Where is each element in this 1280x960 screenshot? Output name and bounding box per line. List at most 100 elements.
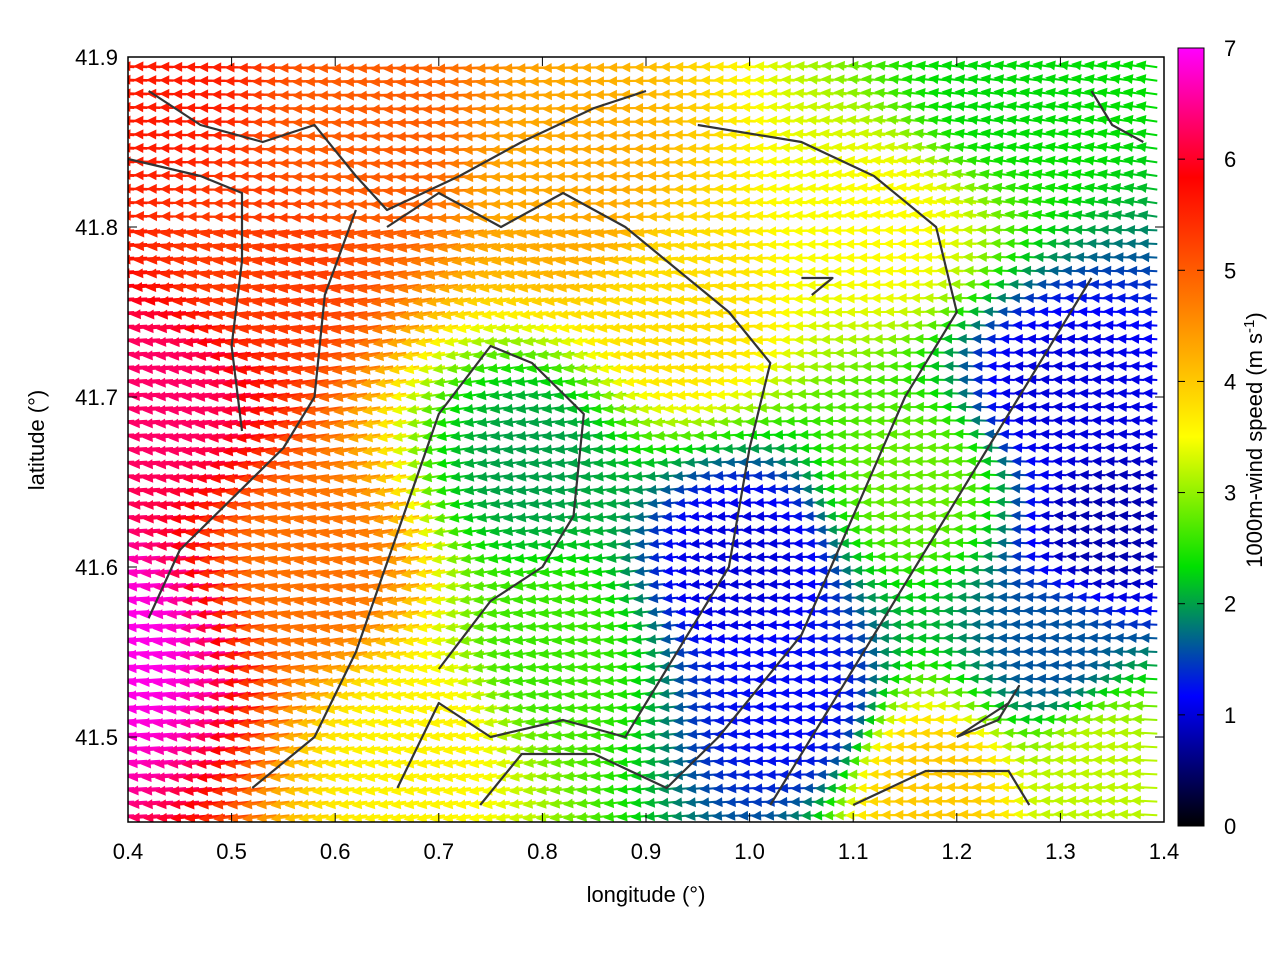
wind-vector: [633, 579, 653, 590]
wind-vector: [1103, 429, 1119, 440]
wind-vector: [792, 647, 808, 658]
wind-vector: [727, 647, 743, 658]
wind-vector: [1026, 415, 1041, 426]
wind-vector: [713, 756, 730, 767]
wind-vector: [662, 538, 679, 549]
colorbar-tick-label: 2: [1224, 592, 1236, 617]
wind-vector: [168, 405, 212, 416]
wind-vector: [1091, 470, 1106, 480]
wind-vector: [1141, 334, 1158, 344]
wind-vector: [128, 731, 174, 742]
wind-vector: [1129, 374, 1145, 385]
wind-vector: [675, 511, 692, 522]
wind-vector: [676, 565, 692, 576]
wind-vector: [1130, 483, 1145, 494]
wind-vector: [1116, 429, 1132, 440]
wind-vector: [1025, 524, 1041, 535]
wind-vector: [1104, 442, 1119, 453]
wind-vector: [1010, 469, 1028, 480]
wind-vector: [129, 404, 174, 415]
wind-vector: [985, 415, 1002, 426]
wind-vector: [1039, 374, 1054, 385]
wind-vector: [1011, 456, 1028, 467]
wind-vector: [1104, 456, 1119, 467]
wind-vector: [1139, 265, 1158, 276]
wind-vector: [181, 405, 225, 416]
wind-vector: [1103, 388, 1119, 399]
x-tick-label: 1.0: [734, 839, 765, 864]
wind-vector: [142, 404, 187, 415]
wind-vector: [1000, 388, 1015, 399]
wind-vector: [1078, 470, 1093, 480]
wind-vector: [740, 715, 756, 726]
wind-vector: [128, 622, 174, 633]
y-tick-label: 41.8: [75, 215, 118, 240]
wind-vector: [1116, 347, 1132, 358]
wind-vector: [1092, 483, 1106, 494]
wind-vector: [1062, 592, 1080, 603]
wind-vector: [129, 459, 174, 469]
wind-vector: [1118, 510, 1132, 521]
y-tick-label: 41.6: [75, 555, 118, 580]
wind-vector: [1142, 592, 1158, 603]
wind-vector: [1065, 456, 1080, 467]
wind-vector: [752, 756, 769, 767]
wind-vector: [1078, 388, 1093, 399]
wind-vector: [152, 677, 200, 688]
colorbar-tick-label: 4: [1224, 369, 1236, 394]
wind-vector: [1026, 402, 1041, 412]
wind-vector: [1115, 605, 1132, 616]
wind-vector: [152, 690, 200, 701]
wind-vector: [753, 660, 769, 671]
wind-vector: [1078, 374, 1093, 385]
wind-vector: [1039, 538, 1054, 548]
wind-vector: [753, 647, 769, 658]
wind-vector: [715, 511, 730, 522]
wind-vector: [129, 391, 174, 401]
wind-vector: [740, 661, 756, 671]
wind-vector: [1135, 87, 1158, 98]
wind-vector: [1091, 578, 1106, 589]
wind-vector: [779, 688, 795, 698]
wind-vector: [660, 634, 679, 645]
wind-vector: [1143, 538, 1158, 548]
wind-vector: [728, 606, 743, 617]
wind-vector: [648, 538, 666, 549]
wind-vector: [141, 785, 187, 796]
wind-vector: [1116, 334, 1132, 344]
wind-vector: [1116, 415, 1132, 426]
wind-vector: [687, 484, 705, 495]
wind-vector: [1117, 551, 1132, 562]
colorbar-tick-label: 7: [1224, 36, 1236, 61]
wind-vector: [142, 432, 187, 442]
wind-vector: [128, 596, 135, 599]
wind-vector: [1103, 361, 1119, 372]
wind-vector: [1116, 402, 1132, 412]
wind-vector: [142, 350, 187, 361]
wind-vector: [700, 715, 718, 726]
wind-vector: [1129, 592, 1145, 603]
wind-vector: [687, 688, 705, 699]
wind-vector: [139, 595, 187, 606]
y-tick-label: 41.5: [75, 725, 118, 750]
wind-vector: [165, 636, 212, 647]
wind-vector: [1128, 605, 1145, 616]
wind-vector: [1065, 402, 1080, 412]
wind-vector: [1052, 483, 1067, 494]
wind-vector: [166, 718, 212, 729]
wind-vector: [155, 418, 200, 429]
wind-vector: [1011, 537, 1028, 548]
wind-vector: [1140, 619, 1158, 630]
wind-vector: [779, 538, 795, 549]
x-tick-label: 0.5: [216, 839, 247, 864]
wind-vector: [675, 606, 692, 617]
wind-vector: [767, 552, 782, 562]
wind-vector: [767, 538, 782, 549]
wind-vector: [128, 758, 174, 769]
wind-vector: [128, 690, 174, 701]
wind-vector: [155, 377, 200, 388]
wind-vector: [780, 579, 795, 590]
wind-vector: [702, 565, 718, 576]
wind-vector: [1102, 306, 1119, 317]
x-tick-label: 1.4: [1149, 839, 1180, 864]
